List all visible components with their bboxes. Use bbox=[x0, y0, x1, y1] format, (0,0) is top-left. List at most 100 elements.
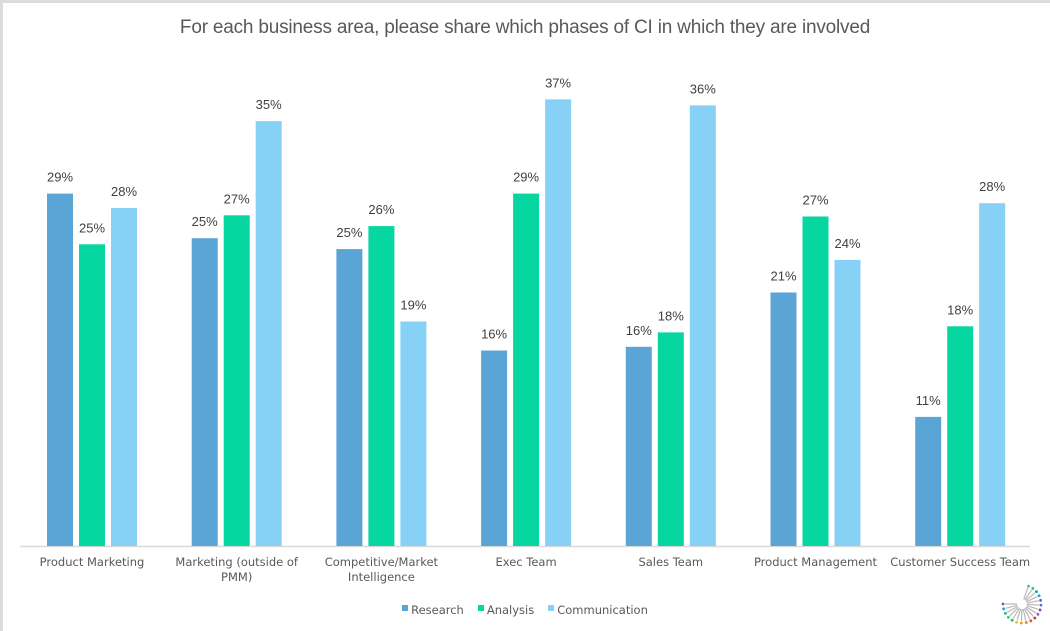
logo-dot bbox=[1020, 621, 1023, 625]
data-label-communication-0: 28% bbox=[111, 184, 137, 199]
logo-dot bbox=[1010, 618, 1014, 622]
data-label-analysis-3: 29% bbox=[513, 170, 539, 185]
data-label-analysis-1: 27% bbox=[224, 191, 250, 206]
logo-ray bbox=[1016, 608, 1022, 621]
x-tick-label: Exec Team bbox=[456, 555, 596, 570]
x-tick-label-line: Intelligence bbox=[347, 570, 415, 584]
legend-swatch-research bbox=[402, 605, 409, 611]
data-label-analysis-2: 26% bbox=[368, 202, 394, 217]
logo-dot bbox=[1039, 603, 1043, 607]
x-tick-label: Product Marketing bbox=[22, 555, 162, 570]
bar-research-4 bbox=[625, 346, 652, 546]
logo-ray bbox=[1012, 607, 1020, 619]
x-tick-label-line: Product Management bbox=[753, 555, 878, 569]
x-tick-label-line: PMM) bbox=[221, 570, 253, 584]
logo-ray bbox=[1026, 600, 1039, 604]
bar-analysis-0 bbox=[79, 244, 105, 547]
logo-ray bbox=[1023, 608, 1031, 620]
bar-research-0 bbox=[47, 193, 73, 546]
logo-dot bbox=[1031, 586, 1035, 590]
bar-analysis-5 bbox=[802, 216, 829, 546]
data-label-analysis-4: 18% bbox=[658, 308, 684, 323]
legend-label-analysis: Analysis bbox=[486, 603, 535, 617]
bar-communication-4 bbox=[689, 105, 716, 547]
bar-communication-3 bbox=[545, 99, 572, 547]
sunburst-logo-icon bbox=[1001, 584, 1043, 625]
legend-item-communication: Communication bbox=[548, 603, 648, 617]
bar-analysis-1 bbox=[223, 215, 250, 547]
x-tick-label: Competitive/Market Intelligence bbox=[311, 555, 451, 585]
bar-research-5 bbox=[770, 292, 797, 546]
data-label-analysis-5: 27% bbox=[802, 193, 828, 208]
logo-dot bbox=[1024, 621, 1028, 624]
data-label-communication-2: 19% bbox=[400, 298, 426, 313]
x-tick-label: Marketing (outside of PMM) bbox=[167, 555, 307, 585]
data-label-communication-5: 24% bbox=[834, 236, 860, 251]
logo-ray bbox=[1026, 604, 1039, 610]
logo-dot bbox=[1038, 608, 1042, 612]
data-label-research-0: 29% bbox=[47, 170, 73, 185]
data-label-analysis-6: 18% bbox=[947, 302, 973, 317]
bar-analysis-6 bbox=[947, 326, 974, 546]
logo-dot bbox=[1035, 590, 1038, 594]
bar-communication-6 bbox=[979, 203, 1006, 546]
legend: Research Analysis Communication bbox=[0, 603, 1050, 617]
legend-label-communication: Communication bbox=[557, 603, 648, 617]
logo-dot bbox=[1004, 611, 1007, 615]
x-tick-label-line: Competitive/Market bbox=[324, 555, 439, 569]
legend-swatch-communication bbox=[548, 605, 555, 611]
logo-dot bbox=[1033, 616, 1037, 620]
x-tick-label-line: Exec Team bbox=[495, 555, 557, 569]
x-tick-label-line: Sales Team bbox=[638, 555, 704, 569]
logo-dot bbox=[1039, 598, 1043, 602]
data-label-research-6: 11% bbox=[916, 393, 941, 408]
data-label-research-4: 16% bbox=[626, 323, 652, 338]
data-label-research-1: 25% bbox=[192, 214, 218, 229]
logo-dot bbox=[1002, 607, 1006, 611]
bar-research-3 bbox=[481, 350, 508, 546]
logo-dot bbox=[1027, 584, 1030, 588]
bar-analysis-4 bbox=[657, 332, 684, 546]
bar-research-1 bbox=[191, 238, 218, 546]
data-label-communication-6: 28% bbox=[979, 179, 1005, 194]
logo-dot bbox=[1029, 619, 1033, 623]
data-label-research-5: 21% bbox=[770, 269, 796, 284]
bar-analysis-2 bbox=[368, 226, 395, 546]
x-tick-label: Sales Team bbox=[601, 555, 741, 570]
bar-analysis-3 bbox=[513, 193, 540, 546]
legend-label-research: Research bbox=[411, 603, 464, 617]
bar-research-2 bbox=[336, 249, 363, 546]
bar-communication-0 bbox=[111, 208, 137, 546]
legend-item-research: Research bbox=[402, 603, 464, 617]
data-label-analysis-0: 25% bbox=[79, 220, 105, 235]
bar-communication-5 bbox=[834, 259, 861, 546]
logo-ray bbox=[1006, 605, 1018, 613]
logo-ray bbox=[1026, 603, 1040, 606]
logo-ray bbox=[1024, 607, 1034, 617]
x-tick-label: Product Management bbox=[746, 555, 886, 570]
legend-item-analysis: Analysis bbox=[477, 603, 535, 617]
logo-dot bbox=[1006, 615, 1010, 619]
logo-ray bbox=[1009, 607, 1019, 617]
bar-research-6 bbox=[915, 416, 942, 546]
data-label-research-2: 25% bbox=[336, 225, 362, 240]
logo-ray bbox=[1025, 606, 1037, 614]
logo-ray bbox=[1022, 608, 1027, 621]
logo-dot bbox=[1015, 620, 1019, 624]
x-tick-label-line: Customer Success Team bbox=[890, 555, 1031, 569]
chart-title: For each business area, please share whi… bbox=[179, 17, 871, 38]
logo-ray bbox=[1023, 587, 1029, 600]
logo-ray bbox=[1025, 592, 1036, 602]
data-label-communication-1: 35% bbox=[256, 97, 282, 112]
bar-communication-1 bbox=[255, 121, 282, 546]
data-label-research-3: 16% bbox=[481, 327, 507, 342]
logo-ray bbox=[1005, 604, 1018, 609]
data-label-communication-4: 36% bbox=[690, 81, 716, 96]
x-tick-label: Customer Success Team bbox=[890, 555, 1030, 570]
logo-dot bbox=[1001, 602, 1005, 606]
logo-dot bbox=[1037, 594, 1041, 598]
data-label-communication-3: 37% bbox=[545, 75, 571, 90]
logo-ray bbox=[1026, 596, 1038, 603]
